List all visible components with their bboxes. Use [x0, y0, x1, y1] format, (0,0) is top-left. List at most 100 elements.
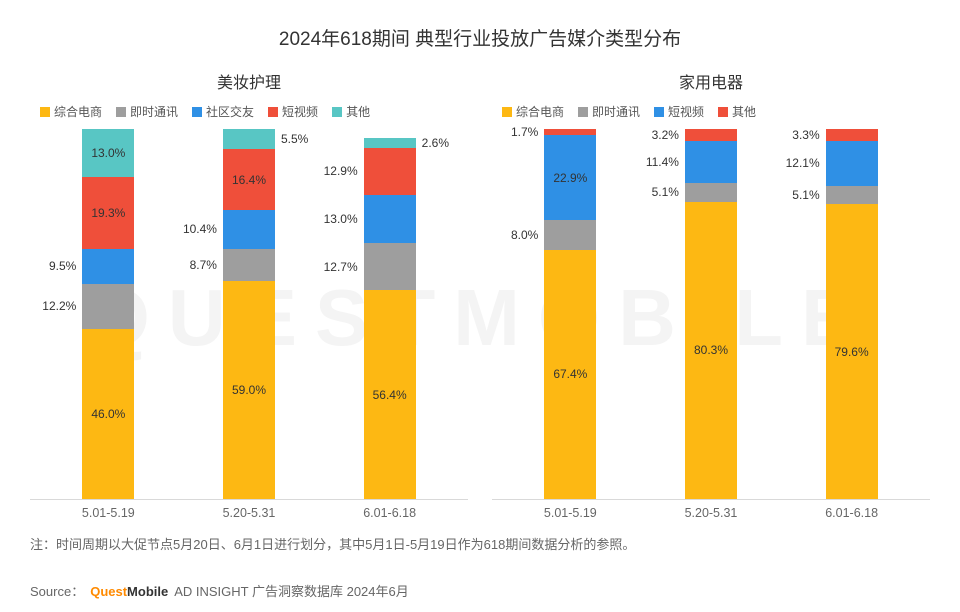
segment-label: 11.4%: [646, 155, 685, 169]
x-axis-label: 6.01-6.18: [797, 506, 907, 520]
bar-segment: 80.3%: [685, 202, 737, 499]
brand: QuestMobile: [90, 584, 168, 599]
segment-label: 5.5%: [275, 132, 308, 146]
bar-segment: 16.4%: [223, 149, 275, 210]
legend-label: 综合电商: [54, 103, 102, 120]
brand-mobile: Mobile: [127, 584, 168, 599]
segment-label: 67.4%: [553, 367, 587, 381]
source-prefix: Source：: [30, 581, 84, 600]
bar-segment: 67.4%: [544, 250, 596, 499]
bar-segment: 19.3%: [82, 177, 134, 248]
bar-segment: 10.4%: [223, 210, 275, 248]
segment-label: 13.0%: [324, 212, 364, 226]
legend-label: 短视频: [282, 103, 318, 120]
legend-item: 短视频: [268, 103, 318, 120]
segment-label: 13.0%: [91, 146, 125, 160]
legend-label: 综合电商: [516, 103, 564, 120]
legend-label: 短视频: [668, 103, 704, 120]
segment-label: 46.0%: [91, 407, 125, 421]
legend-item: 综合电商: [40, 103, 102, 120]
bar-segment: 59.0%: [223, 281, 275, 499]
legend-item: 其他: [332, 103, 370, 120]
legend-label: 其他: [346, 103, 370, 120]
segment-label: 8.0%: [511, 228, 544, 242]
bar-segment: 8.7%: [223, 249, 275, 281]
stacked-bar: 80.3% 5.1%11.4%3.2%: [685, 129, 737, 499]
legend-swatch: [116, 107, 126, 117]
stacked-bar: 56.4%12.7%13.0%12.9%2.6%: [364, 138, 416, 499]
bar-segment: 56.4%: [364, 290, 416, 499]
segment-label: 10.4%: [183, 222, 223, 236]
x-axis-label: 5.01-5.19: [515, 506, 625, 520]
bar-segment: 46.0%: [82, 329, 134, 499]
segment-label: 16.4%: [232, 173, 266, 187]
bar-group: 59.0% 8.7%10.4% 16.4% 5.5%: [194, 129, 304, 499]
brand-quest: Quest: [90, 584, 127, 599]
segment-label: 79.6%: [835, 345, 869, 359]
bar-segment: 22.9%: [544, 135, 596, 220]
legend-swatch: [192, 107, 202, 117]
segment-label: 12.1%: [786, 156, 826, 170]
segment-label: 22.9%: [553, 171, 587, 185]
stacked-bar: 79.6%5.1%12.1%3.3%: [826, 129, 878, 499]
bar-segment: 13.0%: [82, 129, 134, 177]
stacked-bar: 67.4% 8.0% 22.9% 1.7%: [544, 129, 596, 499]
stacked-bar: 46.0%12.2%9.5%19.3%13.0%: [82, 129, 134, 499]
x-axis-label: 5.01-5.19: [53, 506, 163, 520]
legend-label: 其他: [732, 103, 756, 120]
segment-label: 2.6%: [416, 136, 449, 150]
bar-segment: 5.5%: [223, 129, 275, 149]
segment-label: 3.3%: [792, 128, 825, 142]
stacked-bar: 59.0% 8.7%10.4% 16.4% 5.5%: [223, 129, 275, 499]
legend-item: 短视频: [654, 103, 704, 120]
source-line: Source： QuestMobile AD INSIGHT 广告洞察数据库 2…: [30, 581, 930, 600]
chart-subtitle: 家用电器: [492, 69, 930, 93]
bar-group: 67.4% 8.0% 22.9% 1.7%: [515, 129, 625, 499]
legend-swatch: [654, 107, 664, 117]
legend-swatch: [578, 107, 588, 117]
bar-group: 46.0%12.2%9.5%19.3%13.0%: [53, 129, 163, 499]
segment-label: 3.2%: [652, 128, 685, 142]
segment-label: 5.1%: [792, 188, 825, 202]
footnote: 注：时间周期以大促节点5月20日、6月1日进行划分，其中5月1日-5月19日作为…: [30, 534, 930, 553]
x-axis-label: 6.01-6.18: [335, 506, 445, 520]
legend-item: 其他: [718, 103, 756, 120]
segment-label: 12.9%: [324, 164, 364, 178]
charts-row: 美妆护理综合电商即时通讯社区交友短视频其他46.0%12.2%9.5%19.3%…: [30, 69, 930, 520]
bar-segment: 3.2%: [685, 129, 737, 141]
bar-segment: 2.6%: [364, 138, 416, 148]
bar-segment: 8.0%: [544, 220, 596, 250]
legend-swatch: [268, 107, 278, 117]
legend-item: 社区交友: [192, 103, 254, 120]
bar-group: 56.4%12.7%13.0%12.9%2.6%: [335, 138, 445, 499]
segment-label: 12.7%: [324, 260, 364, 274]
segment-label: 12.2%: [42, 299, 82, 313]
main-title: 2024年618期间 典型行业投放广告媒介类型分布: [30, 24, 930, 51]
legend-label: 即时通讯: [130, 103, 178, 120]
x-axis: 5.01-5.195.20-5.316.01-6.18: [30, 500, 468, 520]
segment-label: 59.0%: [232, 383, 266, 397]
segment-label: 80.3%: [694, 343, 728, 357]
plot-area: 67.4%8.0%22.9%1.7%80.3%5.1%11.4%3.2%79.6…: [492, 130, 930, 500]
legend-swatch: [718, 107, 728, 117]
segment-label: 8.7%: [190, 258, 223, 272]
bar-segment: 3.3%: [826, 129, 878, 141]
source-tail: AD INSIGHT 广告洞察数据库 2024年6月: [174, 581, 409, 600]
bar-segment: 12.7%: [364, 243, 416, 290]
segment-label: 9.5%: [49, 259, 82, 273]
legend: 综合电商即时通讯短视频其他: [492, 103, 930, 120]
bar-segment: 12.2%: [82, 284, 134, 329]
segment-label: 19.3%: [91, 206, 125, 220]
legend-swatch: [40, 107, 50, 117]
bar-segment: 11.4%: [685, 141, 737, 183]
bar-segment: 1.7%: [544, 129, 596, 135]
bar-group: 80.3% 5.1%11.4%3.2%: [656, 129, 766, 499]
bar-segment: 12.9%: [364, 148, 416, 196]
legend-label: 社区交友: [206, 103, 254, 120]
legend: 综合电商 即时通讯 社区交友 短视频 其他: [30, 103, 468, 120]
bar-segment: 5.1%: [685, 183, 737, 202]
bar-segment: 5.1%: [826, 186, 878, 205]
legend-item: 即时通讯: [116, 103, 178, 120]
segment-label: 1.7%: [511, 125, 544, 139]
bar-group: 79.6%5.1%12.1%3.3%: [797, 129, 907, 499]
